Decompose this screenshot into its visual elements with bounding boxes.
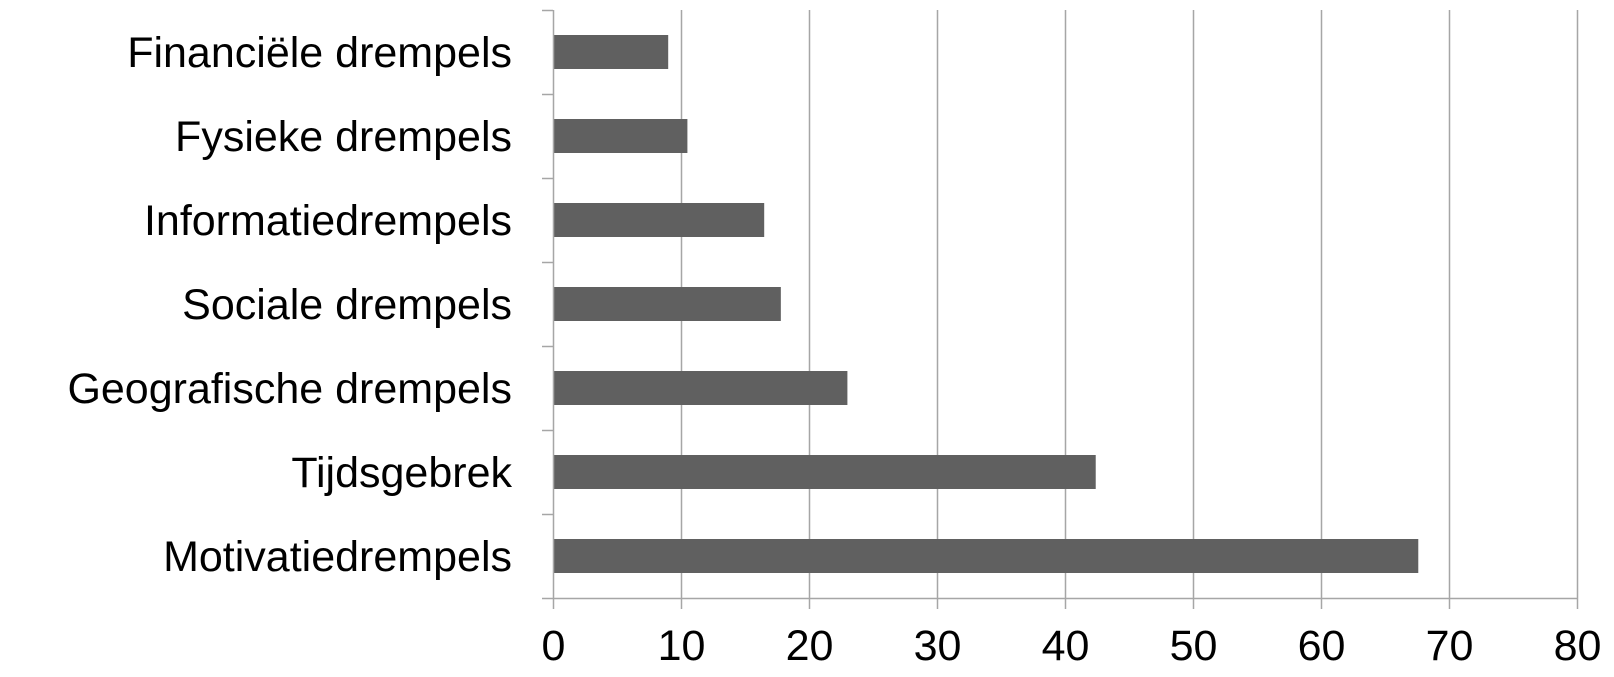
bar-3	[554, 287, 781, 321]
category-label-2: Informatiedrempels	[144, 197, 512, 245]
gridlines	[680, 10, 1579, 598]
x-tick-label-70: 70	[1426, 622, 1474, 670]
x-tick-label-40: 40	[1042, 622, 1090, 670]
bar-1	[554, 119, 688, 153]
axes	[542, 9, 1579, 609]
x-tick-label-30: 30	[914, 622, 962, 670]
x-tick-label-60: 60	[1298, 622, 1346, 670]
category-label-1: Fysieke drempels	[175, 113, 512, 161]
category-label-0: Financiële drempels	[127, 29, 512, 77]
bar-6	[554, 539, 1419, 573]
category-label-6: Motivatiedrempels	[163, 533, 512, 581]
category-labels: Financiële drempels Fysieke drempels Infor…	[67, 29, 512, 581]
bars	[554, 35, 1419, 573]
bar-0	[554, 35, 669, 69]
x-tick-label-80: 80	[1554, 622, 1602, 670]
bar-4	[554, 371, 848, 405]
tick-labels: 0 10 20 30 40 50 60 70 80	[542, 622, 1602, 670]
bar-5	[554, 455, 1096, 489]
category-label-3: Sociale drempels	[182, 281, 512, 329]
category-label-4: Geografische drempels	[67, 365, 512, 413]
x-tick-label-10: 10	[658, 622, 706, 670]
x-tick-label-20: 20	[786, 622, 834, 670]
category-label-5: Tijdsgebrek	[291, 449, 512, 497]
x-tick-label-0: 0	[542, 622, 566, 670]
x-tick-label-50: 50	[1170, 622, 1218, 670]
bar-2	[554, 203, 765, 237]
